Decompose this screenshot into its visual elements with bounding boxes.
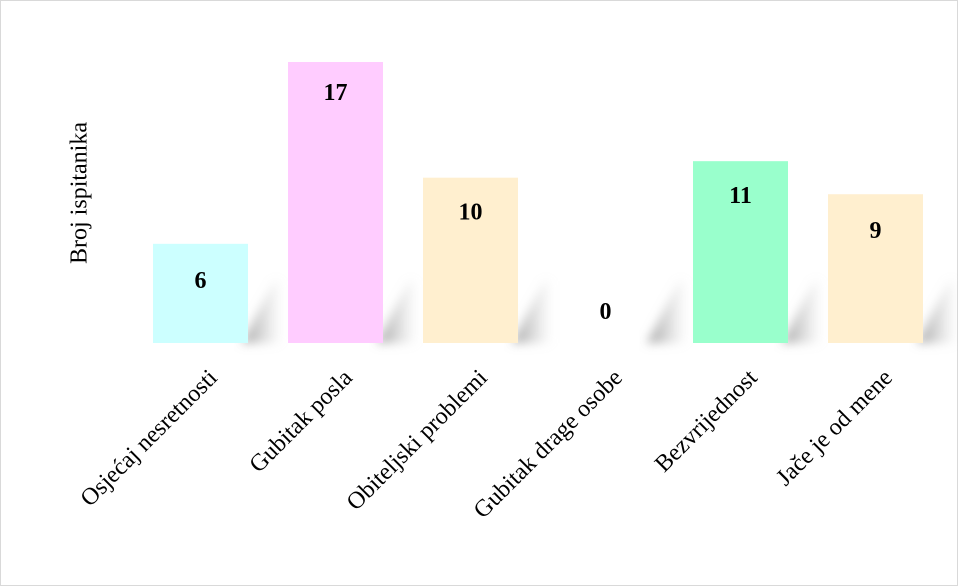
bar-shadows [242,281,957,343]
bar-shadow [647,281,687,343]
category-label: Osjećaj nesretnosti [76,365,223,512]
bar [153,243,248,343]
data-labels: 6 17 10 0 11 9 [195,80,882,325]
bar [288,62,383,343]
data-label: 17 [324,80,348,106]
data-label: 9 [870,218,882,244]
category-label: Gubitak posla [245,365,358,478]
bar-shadow [917,281,957,343]
bar [693,161,788,343]
bar [828,194,923,343]
data-label: 11 [729,183,752,209]
data-label: 6 [195,268,207,294]
category-label: Jače je od mene [771,365,897,491]
category-label: Obiteljski problemi [342,365,493,516]
y-axis-label: Broj ispitanika [67,122,93,264]
bar-shadow [242,281,282,343]
bar-shadow [512,281,552,343]
category-label: Gubitak drage osobe [469,365,628,524]
bars [153,62,923,343]
category-labels: Osjećaj nesretnosti Gubitak poslaObiteljs… [76,365,898,524]
data-label: 0 [600,299,612,325]
category-label: Bezvrijednost [650,365,763,478]
bar-shadow [377,281,417,343]
data-label: 10 [459,200,483,226]
bar [423,177,518,343]
bar-shadow [782,281,822,343]
